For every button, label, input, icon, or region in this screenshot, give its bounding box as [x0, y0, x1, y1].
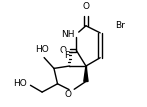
Text: HO: HO [35, 45, 49, 54]
Polygon shape [84, 66, 88, 81]
Text: HO: HO [14, 79, 27, 88]
Text: O: O [82, 2, 89, 11]
Text: NH: NH [61, 30, 75, 39]
Text: F: F [64, 51, 69, 60]
Text: O: O [59, 46, 66, 55]
Text: Br: Br [115, 21, 125, 30]
Text: O: O [64, 90, 71, 99]
